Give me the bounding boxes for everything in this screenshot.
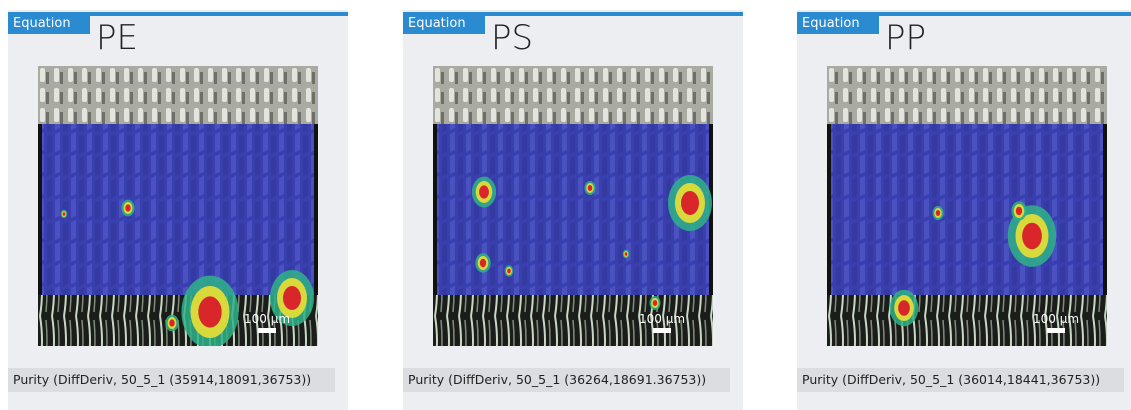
map-edge-left [38,124,42,295]
caption: Purity (DiffDeriv, 50_5_1 (35914,18091,3… [8,368,335,392]
visible-image-top [38,66,318,124]
hotspot [505,265,514,276]
scale-bar [653,328,671,333]
hotspot-core [681,191,699,215]
hotspot [181,276,238,346]
tab: Equation [403,14,485,34]
hotspot [1011,201,1026,221]
hotspot [585,181,596,195]
page: Equation PE 100 µm Purity (DiffDeriv, 50_5_… [0,0,1131,410]
scale-label: 100 µm [244,312,290,326]
micrograph: 100 µm [433,66,713,346]
hotspot-core [169,319,174,326]
visible-image-top [433,66,713,124]
scale-label: 100 µm [1033,312,1079,326]
hotspot [668,175,712,231]
hotspot-core [198,296,221,327]
chemical-map [827,124,1107,295]
caption: Purity (DiffDeriv, 50_5_1 (36014,18441,3… [797,368,1124,392]
hotspot-core [479,185,489,198]
panel-title: PP [885,18,926,58]
hotspot-core [63,212,66,216]
micrograph: 100 µm [827,66,1107,346]
caption: Purity (DiffDeriv, 50_5_1 (36264,18691.3… [403,368,730,392]
panel-title: PS [491,18,533,58]
hotspot [165,315,178,332]
hotspot-core [588,185,593,191]
chemical-map [38,124,318,295]
tab: Equation [8,14,90,34]
map-edge-left [827,124,831,295]
map-edge-left [433,124,437,295]
hotspot-core [1022,223,1042,249]
hotspot [472,177,496,208]
hotspot [121,200,134,217]
hotspot [623,250,630,258]
hotspot [650,296,661,310]
panel: Equation PP 100 µm Purity (DiffDeriv, 50_5_… [797,10,1131,410]
scale-bar [258,328,276,333]
hotspot [890,290,919,326]
hotspot-core [125,204,130,211]
panel: Equation PE 100 µm Purity (DiffDeriv, 50_5_… [8,10,348,410]
hotspot-core [625,252,628,256]
scale-label: 100 µm [639,312,685,326]
hotspot [475,253,490,273]
hotspot-core [283,286,301,310]
hotspot-core [507,269,511,274]
panel-title: PE [96,18,138,58]
hotspot-core [1016,207,1022,215]
scale-bar [1047,328,1065,333]
visible-image-top [827,66,1107,124]
hotspot-core [898,300,910,316]
hotspot-core [653,300,658,306]
hotspot [933,206,944,220]
tab: Equation [797,14,879,34]
hotspot [61,210,68,218]
hotspot-core [936,210,941,216]
map-edge-right [1103,124,1107,295]
panel: Equation PS 100 µm Purity (DiffDeriv, 50_5_… [403,10,743,410]
hotspot-core [480,259,486,267]
micrograph: 100 µm [38,66,318,346]
map-edge-right [314,124,318,295]
